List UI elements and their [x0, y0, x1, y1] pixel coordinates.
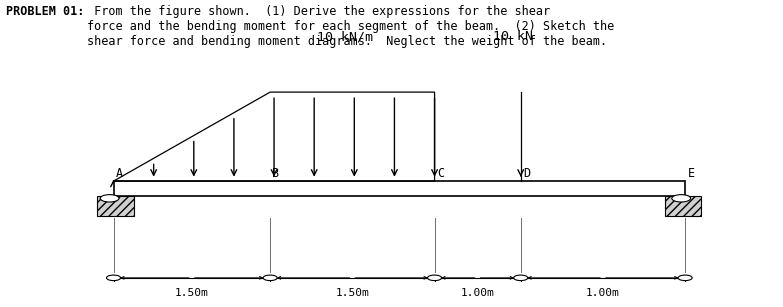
Circle shape	[106, 275, 121, 281]
Bar	[97, 196, 134, 216]
Bar	[665, 196, 702, 216]
Text: E: E	[687, 167, 695, 180]
Text: 1.00m: 1.00m	[460, 288, 495, 297]
Circle shape	[672, 195, 691, 202]
Text: 10 kN/m: 10 kN/m	[316, 30, 373, 43]
Circle shape	[100, 195, 119, 202]
Circle shape	[263, 275, 277, 281]
Text: 1.50m: 1.50m	[175, 288, 209, 297]
Text: 1.00m: 1.00m	[586, 288, 620, 297]
Circle shape	[678, 275, 692, 281]
Text: D: D	[523, 167, 530, 180]
Bar	[114, 181, 685, 196]
Circle shape	[428, 275, 442, 281]
Text: C: C	[437, 167, 444, 180]
Text: 1.50m: 1.50m	[335, 288, 370, 297]
Circle shape	[514, 275, 528, 281]
Text: A: A	[116, 167, 123, 180]
Text: B: B	[272, 167, 280, 180]
Text: From the figure shown.  (1) Derive the expressions for the shear
force and the b: From the figure shown. (1) Derive the ex…	[87, 5, 614, 48]
Text: PROBLEM 01:: PROBLEM 01:	[6, 5, 85, 17]
Text: 10 kN: 10 kN	[493, 30, 533, 43]
